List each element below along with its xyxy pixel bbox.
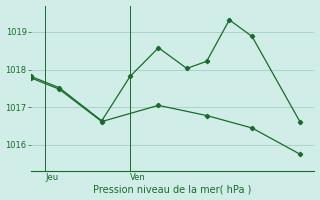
- X-axis label: Pression niveau de la mer( hPa ): Pression niveau de la mer( hPa ): [93, 184, 252, 194]
